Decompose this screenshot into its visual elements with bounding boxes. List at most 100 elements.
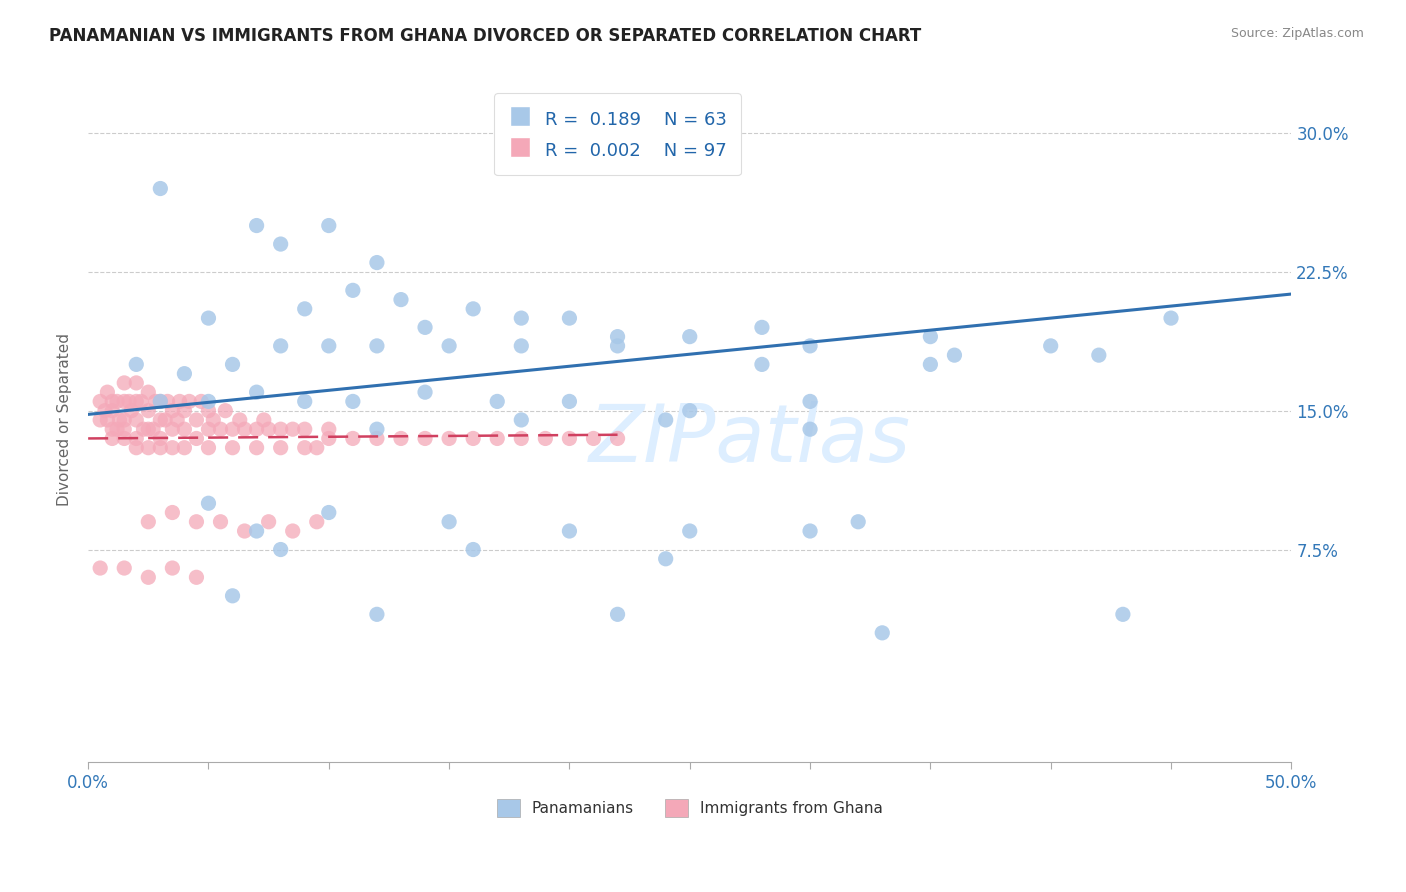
Point: [510, 339, 533, 353]
Point: [281, 524, 304, 538]
Point: [318, 219, 340, 233]
Point: [186, 413, 208, 427]
Point: [366, 339, 388, 353]
Point: [136, 441, 159, 455]
Point: [510, 413, 533, 427]
Point: [413, 320, 436, 334]
Point: [202, 413, 225, 427]
Point: [510, 311, 533, 326]
Point: [169, 394, 191, 409]
Point: [1160, 311, 1182, 326]
Point: [366, 607, 388, 622]
Point: [463, 301, 485, 316]
Point: [186, 432, 208, 446]
Point: [920, 358, 942, 372]
Point: [270, 339, 292, 353]
Point: [679, 524, 702, 538]
Point: [149, 441, 172, 455]
Point: [257, 422, 280, 436]
Point: [197, 441, 219, 455]
Point: [221, 358, 243, 372]
Point: [920, 329, 942, 343]
Point: [173, 422, 195, 436]
Point: [437, 339, 460, 353]
Point: [89, 561, 111, 575]
Point: [437, 515, 460, 529]
Point: [751, 358, 773, 372]
Point: [1088, 348, 1111, 362]
Point: [943, 348, 966, 362]
Point: [270, 542, 292, 557]
Point: [197, 403, 219, 417]
Point: [96, 385, 118, 400]
Point: [318, 432, 340, 446]
Point: [233, 524, 256, 538]
Point: [125, 394, 148, 409]
Point: [162, 422, 184, 436]
Point: [136, 570, 159, 584]
Point: [870, 625, 893, 640]
Point: [101, 394, 124, 409]
Point: [342, 394, 364, 409]
Point: [1112, 607, 1135, 622]
Point: [179, 394, 201, 409]
Point: [463, 542, 485, 557]
Point: [125, 358, 148, 372]
Point: [257, 515, 280, 529]
Point: [606, 607, 628, 622]
Point: [105, 422, 128, 436]
Point: [679, 329, 702, 343]
Point: [246, 385, 269, 400]
Point: [253, 413, 276, 427]
Point: [366, 422, 388, 436]
Point: [558, 394, 581, 409]
Point: [197, 422, 219, 436]
Point: [136, 385, 159, 400]
Point: [162, 403, 184, 417]
Point: [270, 237, 292, 252]
Point: [136, 403, 159, 417]
Point: [413, 385, 436, 400]
Point: [173, 367, 195, 381]
Point: [149, 394, 172, 409]
Point: [173, 403, 195, 417]
Point: [112, 422, 135, 436]
Point: [197, 394, 219, 409]
Point: [136, 515, 159, 529]
Text: PANAMANIAN VS IMMIGRANTS FROM GHANA DIVORCED OR SEPARATED CORRELATION CHART: PANAMANIAN VS IMMIGRANTS FROM GHANA DIVO…: [49, 27, 921, 45]
Point: [125, 441, 148, 455]
Point: [654, 413, 676, 427]
Point: [305, 441, 328, 455]
Point: [486, 394, 509, 409]
Point: [437, 432, 460, 446]
Point: [125, 432, 148, 446]
Point: [136, 422, 159, 436]
Point: [112, 413, 135, 427]
Point: [89, 394, 111, 409]
Point: [366, 432, 388, 446]
Point: [149, 413, 172, 427]
Point: [1039, 339, 1062, 353]
Point: [112, 376, 135, 390]
Point: [112, 432, 135, 446]
Point: [281, 422, 304, 436]
Point: [89, 413, 111, 427]
Point: [318, 506, 340, 520]
Point: [318, 339, 340, 353]
Point: [162, 506, 184, 520]
Point: [197, 311, 219, 326]
Point: [221, 422, 243, 436]
Point: [558, 311, 581, 326]
Point: [129, 394, 152, 409]
Point: [606, 432, 628, 446]
Point: [342, 432, 364, 446]
Point: [366, 255, 388, 269]
Point: [389, 293, 412, 307]
Point: [101, 403, 124, 417]
Point: [294, 394, 316, 409]
Point: [463, 432, 485, 446]
Point: [101, 432, 124, 446]
Point: [186, 570, 208, 584]
Point: [294, 301, 316, 316]
Point: [162, 441, 184, 455]
